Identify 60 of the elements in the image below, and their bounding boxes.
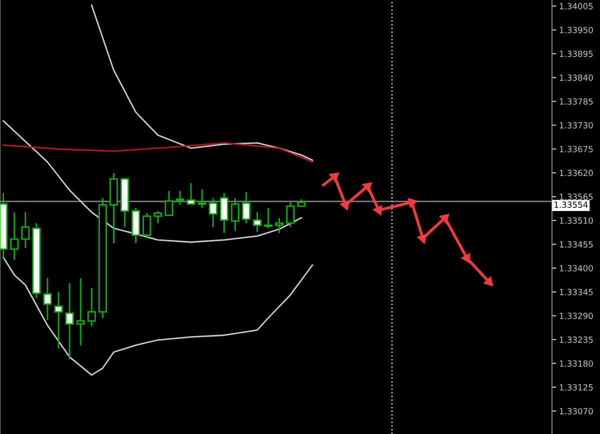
candlestick	[0, 192, 8, 259]
line-series	[90, 4, 314, 161]
y-tick-label: 1.33400	[560, 265, 593, 272]
y-tick-label: 1.33950	[560, 26, 593, 34]
y-tick-label: 1.34005	[560, 3, 593, 10]
candlestick	[32, 222, 41, 299]
candlestick	[186, 182, 196, 206]
y-tick-label: 1.33895	[560, 50, 593, 57]
y-tick-label: 1.33620	[560, 170, 593, 176]
candlestick	[120, 177, 129, 228]
y-tick-label: 1.33565	[560, 194, 593, 200]
candlestick	[286, 202, 295, 228]
y-tick-label: 1.33180	[560, 360, 593, 367]
candlestick	[253, 212, 262, 233]
y-tick-label: 1.33785	[560, 98, 593, 105]
y-tick-label: 1.33510	[560, 217, 593, 224]
y-tick-label: 1.33730	[560, 122, 593, 128]
candlestick	[220, 192, 228, 234]
y-tick-label: 1.33840	[560, 74, 593, 81]
point	[340, 200, 350, 210]
point	[373, 205, 382, 216]
point	[440, 214, 450, 224]
point	[484, 276, 494, 286]
candlestick	[297, 198, 306, 207]
candlestick	[198, 188, 206, 209]
y-tick-label: 1.33070	[560, 408, 593, 414]
candlestick	[208, 197, 218, 228]
candlestick	[76, 277, 85, 346]
candlestick	[132, 207, 140, 244]
point	[362, 182, 372, 192]
y-tick-label: 1.33235	[560, 336, 593, 343]
candlestick	[154, 210, 162, 224]
candlestick	[242, 191, 250, 224]
candlestick	[21, 212, 30, 249]
y-tick-label: 1.33125	[560, 384, 593, 391]
line-series	[2, 142, 314, 163]
point	[461, 253, 470, 264]
y-tick-label: 1.33345	[560, 288, 593, 296]
candlestick	[10, 212, 19, 261]
candlestick	[142, 212, 152, 239]
candlestick	[98, 197, 107, 319]
candlestick	[65, 282, 74, 360]
ref-line-label: 1.33554	[554, 202, 588, 208]
candlestick	[109, 172, 118, 244]
line-series	[2, 120, 302, 243]
candlestick	[230, 197, 240, 232]
candlestick	[176, 190, 184, 206]
point	[408, 198, 418, 208]
candlestick	[43, 277, 52, 321]
y-tick-label: 1.33455	[560, 241, 593, 248]
candlestick	[54, 291, 63, 349]
point	[329, 172, 340, 182]
candlestick	[87, 287, 96, 327]
candlestick	[164, 190, 174, 216]
y-tick-label: 1.33675	[560, 146, 593, 152]
y-tick-label: 1.33290	[560, 312, 593, 320]
line-series	[2, 256, 314, 376]
point	[417, 234, 427, 244]
candlestick	[275, 217, 284, 234]
candlestick	[264, 207, 272, 229]
